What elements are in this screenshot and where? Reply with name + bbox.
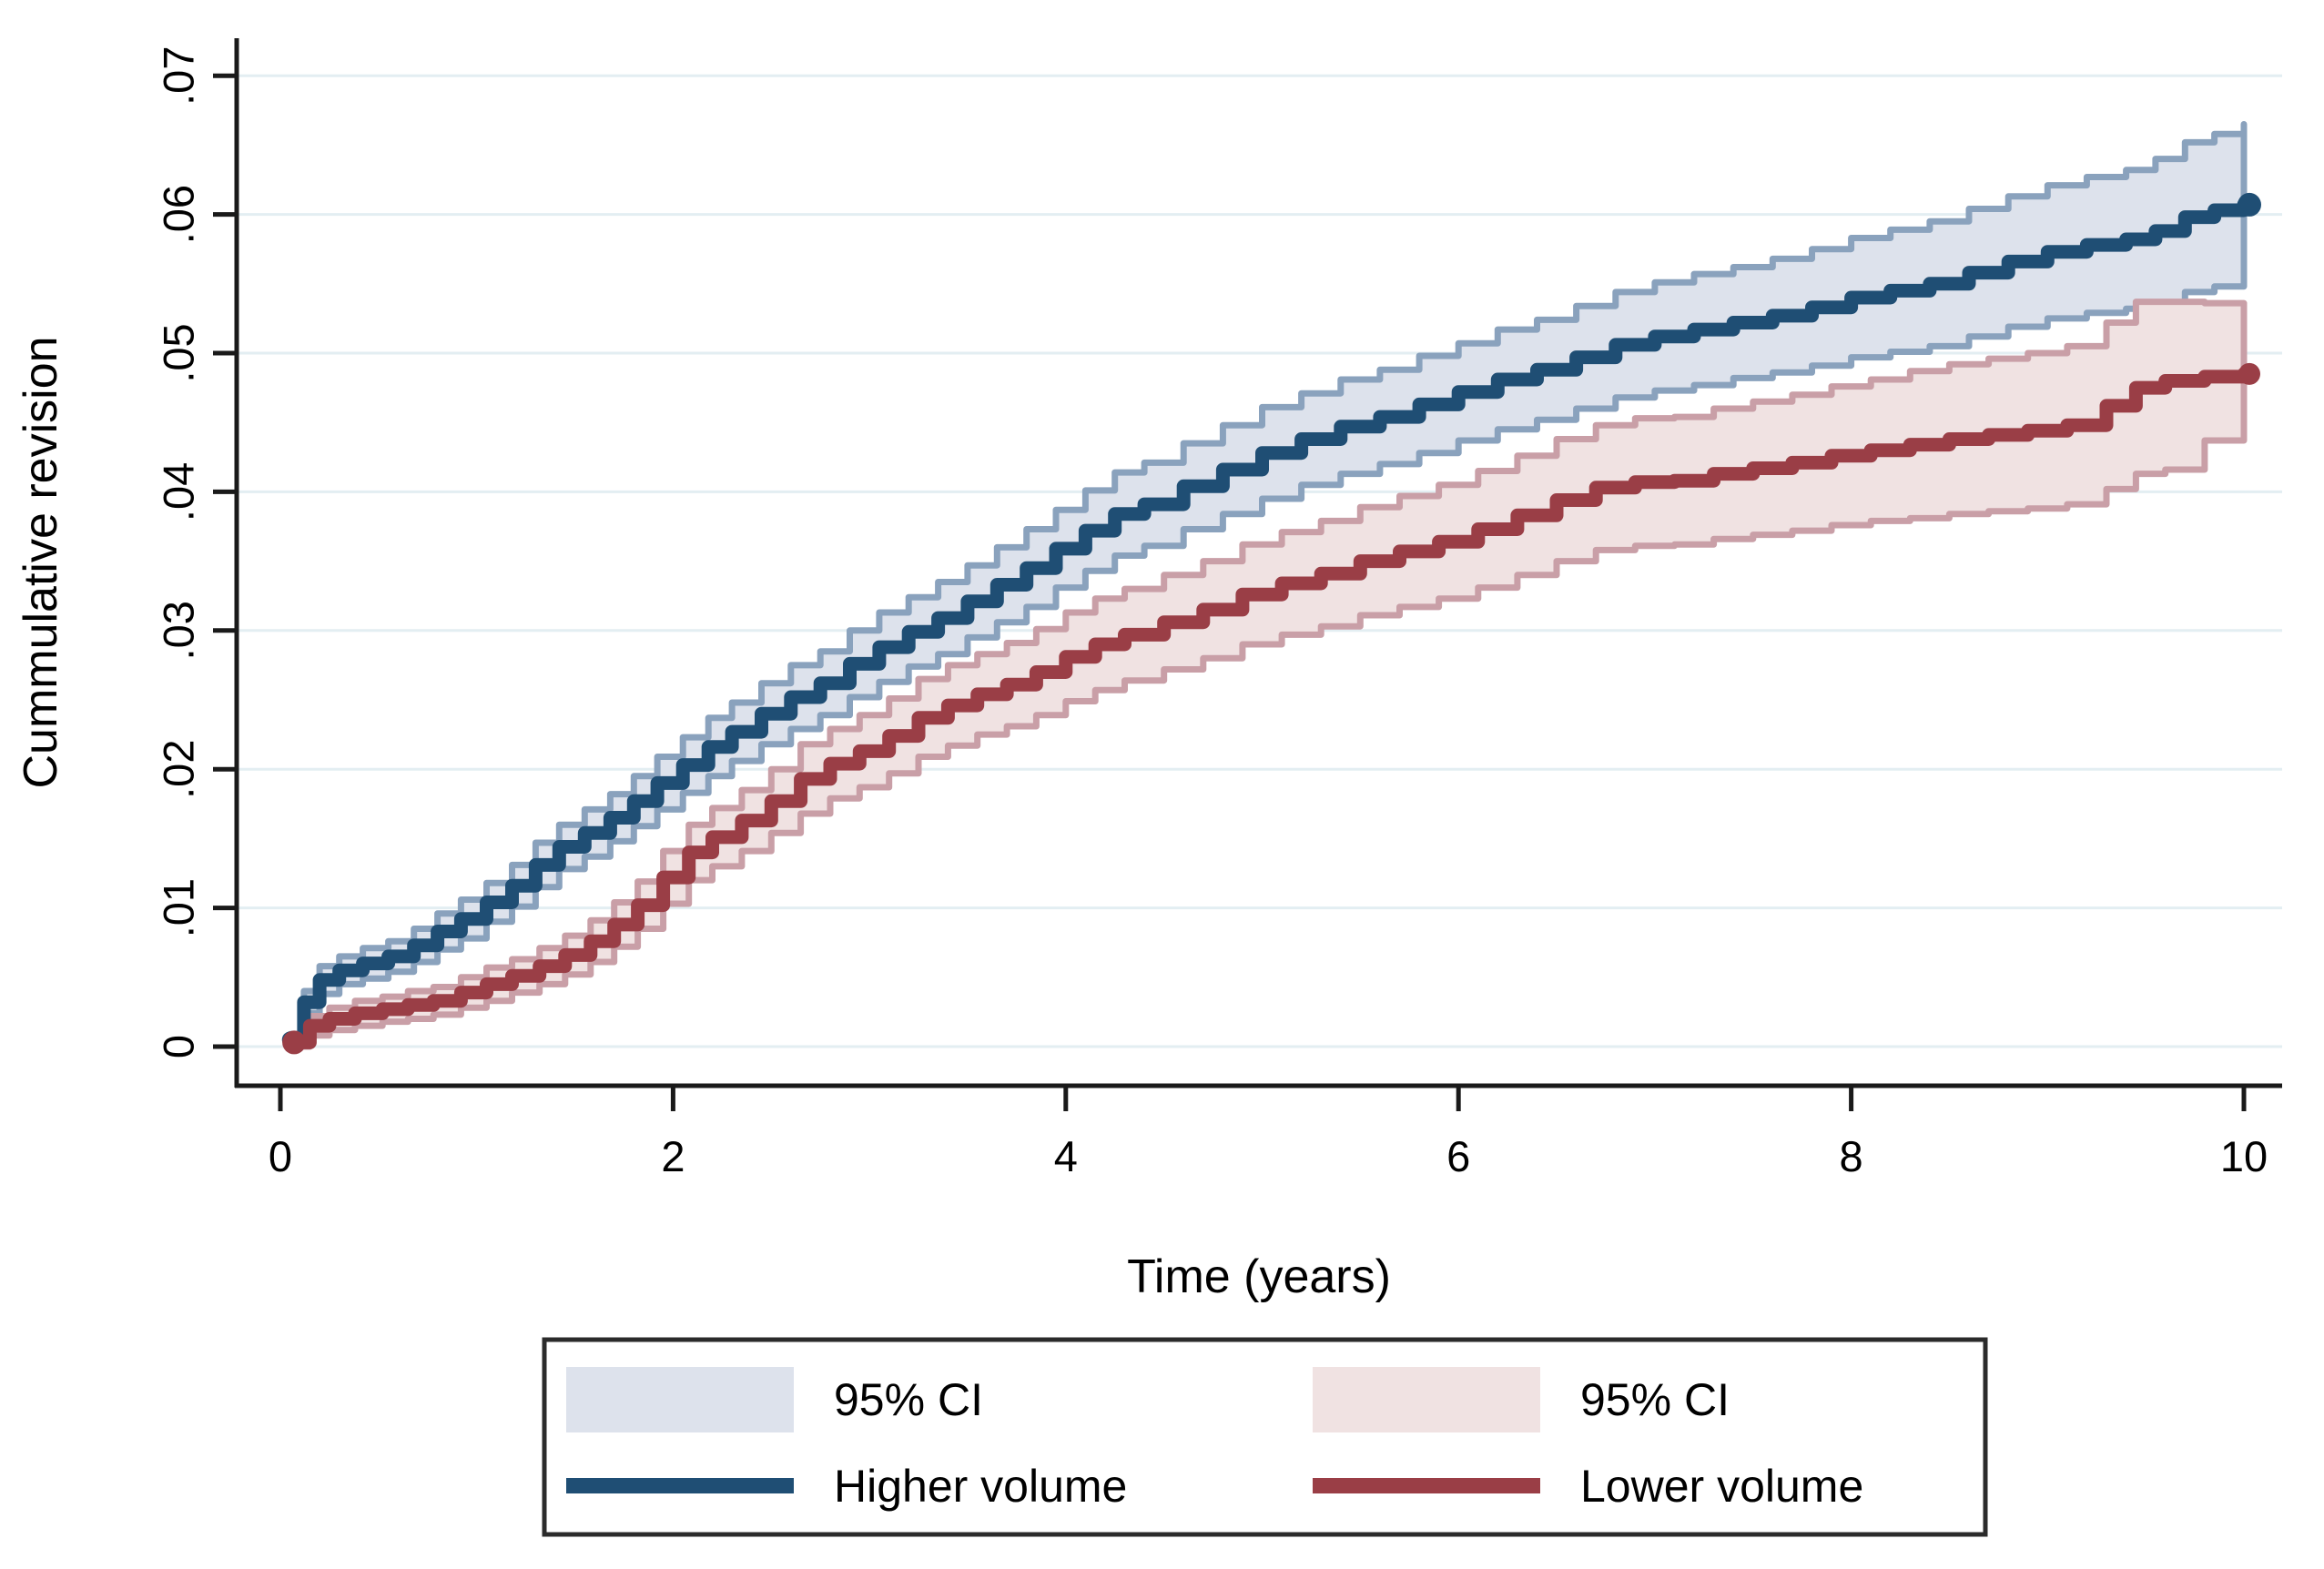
higher-volume-ci-band xyxy=(287,121,2248,1048)
x-tick-label: 8 xyxy=(1840,1132,1863,1180)
higher-volume-line xyxy=(283,197,2251,1047)
legend-swatch-higher-line xyxy=(566,1478,794,1493)
legend-swatch-higher-ci xyxy=(566,1367,794,1432)
legend-swatch-lower-line xyxy=(1313,1478,1540,1493)
legend-label-higher-ci: 95% CI xyxy=(834,1374,983,1425)
y-tick-label: .01 xyxy=(155,878,203,937)
y-tick-label: .04 xyxy=(155,462,203,521)
legend: 95% CI 95% CI Higher volume Lower volume xyxy=(542,1337,1988,1537)
y-tick-label: .07 xyxy=(155,46,203,106)
legend-swatch-lower-ci xyxy=(1313,1367,1540,1432)
lower-volume-ci-band xyxy=(290,299,2248,1050)
x-axis-ticks: 0 2 4 6 8 10 xyxy=(269,1088,2268,1180)
x-tick-label: 2 xyxy=(661,1132,685,1180)
legend-label-higher-volume: Higher volume xyxy=(834,1461,1127,1512)
y-tick-label: .02 xyxy=(155,740,203,799)
y-tick-label: .05 xyxy=(155,323,203,382)
lower-volume-line xyxy=(287,367,2251,1049)
x-axis-title: Time (years) xyxy=(1127,1250,1391,1303)
x-tick-label: 4 xyxy=(1054,1132,1078,1180)
y-axis-ticks: 0 .01 .02 .03 .04 .05 .06 .07 xyxy=(155,46,236,1058)
lower-volume-start-marker xyxy=(282,1030,307,1055)
legend-label-lower-ci: 95% CI xyxy=(1580,1374,1730,1425)
x-tick-label: 6 xyxy=(1446,1132,1470,1180)
y-tick-label: .03 xyxy=(155,601,203,660)
higher-volume-end-marker xyxy=(2238,192,2261,217)
y-axis-title: Cummulative revision xyxy=(15,336,67,788)
x-tick-label: 10 xyxy=(2220,1132,2268,1180)
lower-volume-end-marker xyxy=(2238,362,2260,385)
legend-label-lower-volume: Lower volume xyxy=(1580,1461,1863,1512)
x-tick-label: 0 xyxy=(269,1132,292,1180)
y-tick-label: 0 xyxy=(155,1035,203,1058)
y-tick-label: .06 xyxy=(155,185,203,244)
series-curves xyxy=(281,121,2261,1055)
